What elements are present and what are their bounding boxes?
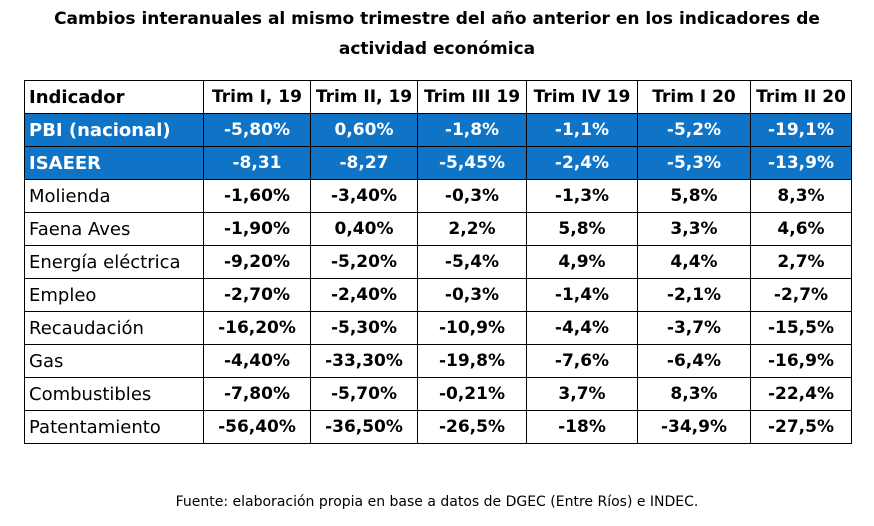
table-cell: 8,3% <box>750 179 852 213</box>
table-cell: -26,5% <box>417 410 527 444</box>
table-row: PBI (nacional) -5,80% 0,60% -1,8% -1,1% -5,2%… <box>24 113 852 147</box>
table-row: Patentamiento -56,40% -36,50% -26,5% -18% -34… <box>24 410 852 444</box>
column-header-trim-i-19: Trim I, 19 <box>203 80 311 114</box>
table-cell: 0,60% <box>310 113 418 147</box>
row-label: Patentamiento <box>24 410 204 444</box>
table-row: ISAEER -8,31 -8,27 -5,45% -2,4% -5,3% -13,9% <box>24 146 852 180</box>
table-cell: -5,80% <box>203 113 311 147</box>
table-cell: -34,9% <box>637 410 751 444</box>
table-cell: -56,40% <box>203 410 311 444</box>
source-note: Fuente: elaboración propia en base a dat… <box>175 494 699 510</box>
table-cell: -7,80% <box>203 377 311 411</box>
table-cell: -5,2% <box>637 113 751 147</box>
table-cell: -3,40% <box>310 179 418 213</box>
table-cell: -2,7% <box>750 278 852 312</box>
table-cell: -8,27 <box>310 146 418 180</box>
table-cell: -1,3% <box>526 179 638 213</box>
table-cell: -18% <box>526 410 638 444</box>
table-cell: -5,3% <box>637 146 751 180</box>
table-cell: 3,3% <box>637 212 751 246</box>
column-header-trim-ii-20: Trim II 20 <box>750 80 852 114</box>
table-cell: -16,20% <box>203 311 311 345</box>
table-cell: 2,7% <box>750 245 852 279</box>
table-cell: 4,6% <box>750 212 852 246</box>
table-cell: -2,4% <box>526 146 638 180</box>
row-label: Combustibles <box>24 377 204 411</box>
table-cell: -5,30% <box>310 311 418 345</box>
table-cell: -1,8% <box>417 113 527 147</box>
table-cell: -7,6% <box>526 344 638 378</box>
table-cell: 8,3% <box>637 377 751 411</box>
table-cell: -36,50% <box>310 410 418 444</box>
table-cell: -5,45% <box>417 146 527 180</box>
row-label: PBI (nacional) <box>24 113 204 147</box>
table-body: PBI (nacional) -5,80% 0,60% -1,8% -1,1% -5,2%… <box>24 113 852 444</box>
row-label: Faena Aves <box>24 212 204 246</box>
table-cell: -8,31 <box>203 146 311 180</box>
table-cell: -15,5% <box>750 311 852 345</box>
table-row: Energía eléctrica -9,20% -5,20% -5,4% 4,9% 4,… <box>24 245 852 279</box>
table-cell: -1,4% <box>526 278 638 312</box>
table-cell: -27,5% <box>750 410 852 444</box>
table-cell: 4,4% <box>637 245 751 279</box>
table-cell: -22,4% <box>750 377 852 411</box>
table-cell: -0,21% <box>417 377 527 411</box>
column-header-trim-iv-19: Trim IV 19 <box>526 80 638 114</box>
table-cell: -2,40% <box>310 278 418 312</box>
table-cell: -9,20% <box>203 245 311 279</box>
table-cell: -3,7% <box>637 311 751 345</box>
title-line-1: Cambios interanuales al mismo trimestre … <box>54 9 820 29</box>
table-row: Molienda -1,60% -3,40% -0,3% -1,3% 5,8% 8,3% <box>24 179 852 213</box>
table-cell: 5,8% <box>526 212 638 246</box>
table-cell: -13,9% <box>750 146 852 180</box>
indicators-table: Indicador Trim I, 19 Trim II, 19 Trim II… <box>24 80 852 444</box>
table-cell: -5,20% <box>310 245 418 279</box>
table-row: Gas -4,40% -33,30% -19,8% -7,6% -6,4% -16,9% <box>24 344 852 378</box>
table-cell: -1,1% <box>526 113 638 147</box>
table-cell: -0,3% <box>417 278 527 312</box>
row-label: Empleo <box>24 278 204 312</box>
table-cell: -0,3% <box>417 179 527 213</box>
row-label: Energía eléctrica <box>24 245 204 279</box>
table-cell: 2,2% <box>417 212 527 246</box>
row-label: Gas <box>24 344 204 378</box>
table-cell: 0,40% <box>310 212 418 246</box>
table-cell: -4,40% <box>203 344 311 378</box>
table-cell: -16,9% <box>750 344 852 378</box>
table-cell: 5,8% <box>637 179 751 213</box>
header-row: Indicador Trim I, 19 Trim II, 19 Trim II… <box>24 80 852 114</box>
table-cell: -1,90% <box>203 212 311 246</box>
table-row: Faena Aves -1,90% 0,40% 2,2% 5,8% 3,3% 4,6% <box>24 212 852 246</box>
table-cell: -10,9% <box>417 311 527 345</box>
table-row: Combustibles -7,80% -5,70% -0,21% 3,7% 8,3% -2… <box>24 377 852 411</box>
table-cell: -19,1% <box>750 113 852 147</box>
table-cell: -6,4% <box>637 344 751 378</box>
table-cell: -2,1% <box>637 278 751 312</box>
table-cell: -1,60% <box>203 179 311 213</box>
column-header-trim-i-20: Trim I 20 <box>637 80 751 114</box>
table-cell: 4,9% <box>526 245 638 279</box>
row-label: ISAEER <box>24 146 204 180</box>
row-label: Molienda <box>24 179 204 213</box>
title-line-2: actividad económica <box>338 39 536 59</box>
table-cell: 3,7% <box>526 377 638 411</box>
column-header-indicador: Indicador <box>24 80 204 114</box>
table-cell: -19,8% <box>417 344 527 378</box>
table-cell: -5,70% <box>310 377 418 411</box>
table-title: Cambios interanuales al mismo trimestre … <box>0 4 874 64</box>
row-label: Recaudación <box>24 311 204 345</box>
column-header-trim-ii-19: Trim II, 19 <box>310 80 418 114</box>
table-cell: -2,70% <box>203 278 311 312</box>
table-cell: -4,4% <box>526 311 638 345</box>
table-row: Empleo -2,70% -2,40% -0,3% -1,4% -2,1% -2,7% <box>24 278 852 312</box>
table-row: Recaudación -16,20% -5,30% -10,9% -4,4% -3,7%… <box>24 311 852 345</box>
table-cell: -5,4% <box>417 245 527 279</box>
table-cell: -33,30% <box>310 344 418 378</box>
column-header-trim-iii-19: Trim III 19 <box>417 80 527 114</box>
